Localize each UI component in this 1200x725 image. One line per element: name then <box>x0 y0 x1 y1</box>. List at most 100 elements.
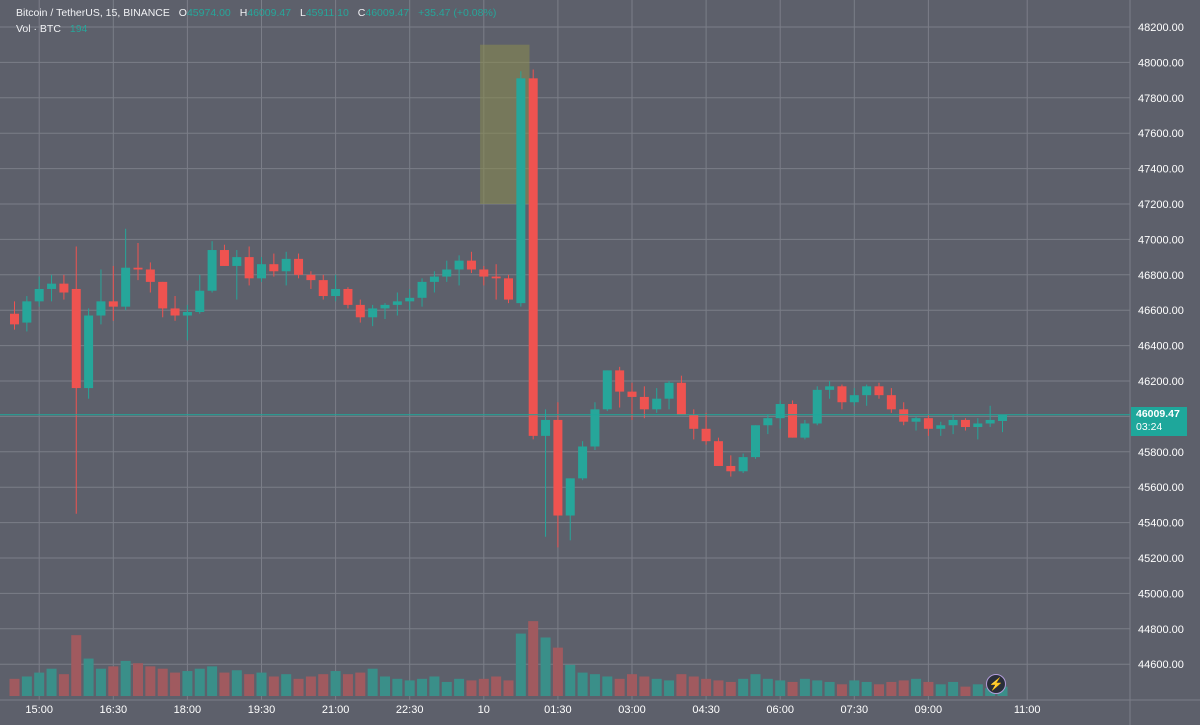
time-tick-label: 15:00 <box>25 704 53 716</box>
candle <box>812 386 822 426</box>
volume-bar <box>960 686 971 696</box>
time-tick-label: 03:00 <box>618 704 646 716</box>
candle-body <box>565 478 575 516</box>
time-tick-label: 06:00 <box>766 704 794 716</box>
candle <box>232 250 242 300</box>
volume-bar <box>219 672 230 696</box>
volume-bar <box>71 635 82 696</box>
candle <box>108 265 118 321</box>
time-tick-label: 18:00 <box>174 704 202 716</box>
candle-body <box>800 423 810 438</box>
candle-body <box>985 419 995 424</box>
volume-bar <box>244 674 255 696</box>
price-tick-label: 46600.00 <box>1138 305 1184 317</box>
volume-bar <box>836 684 847 696</box>
candle <box>800 419 810 440</box>
candle <box>454 255 464 286</box>
price-tick-label: 48200.00 <box>1138 22 1184 34</box>
candle <box>664 381 674 410</box>
candle-body <box>862 386 872 396</box>
volume-bar <box>342 674 353 696</box>
candle-body <box>504 278 513 300</box>
volume-bar <box>713 680 724 696</box>
candle-body <box>417 281 427 298</box>
candle <box>491 264 501 300</box>
candle <box>602 370 612 412</box>
candle-body <box>664 382 674 399</box>
volume-bar <box>552 647 563 696</box>
candle <box>145 262 155 293</box>
candle <box>71 246 81 514</box>
volume-bar <box>762 678 773 696</box>
time-tick-label: 10 <box>478 704 490 716</box>
candle-body <box>615 370 625 392</box>
volume-bar <box>911 678 922 696</box>
last-price-tag: 46009.47 03:24 <box>1131 407 1187 436</box>
candle-body <box>911 418 921 422</box>
price-tick-label: 45600.00 <box>1138 482 1184 494</box>
legend-low-label: L <box>300 7 306 19</box>
candle-body <box>763 418 773 426</box>
price-tick-label: 46800.00 <box>1138 270 1184 282</box>
candle <box>713 437 723 466</box>
candle <box>615 366 625 408</box>
candle-body <box>775 404 785 419</box>
candle-body <box>294 258 304 275</box>
candle-body <box>899 409 909 422</box>
volume-bar <box>651 678 662 696</box>
volume-bar <box>478 678 489 696</box>
candle-body <box>170 308 180 316</box>
candle-body <box>145 269 155 282</box>
candle-body <box>936 425 946 429</box>
volume-bar <box>429 676 440 696</box>
candle <box>133 242 143 281</box>
candle-body <box>874 386 884 396</box>
time-tick-label: 04:30 <box>692 704 720 716</box>
volume-bar <box>738 678 749 696</box>
legend-symbol[interactable]: Bitcoin / TetherUS, 15, BINANCE <box>16 7 170 19</box>
candle-body <box>689 414 699 429</box>
legend-volume-label[interactable]: Vol · BTC <box>16 23 61 35</box>
volume-bar <box>355 672 366 696</box>
candle-body <box>257 264 266 279</box>
candle-body <box>71 288 81 389</box>
volume-bar <box>380 676 390 696</box>
candle <box>948 414 958 435</box>
candle <box>343 287 353 309</box>
candle-body <box>343 288 353 305</box>
price-tick-label: 44600.00 <box>1138 659 1184 671</box>
candle-body <box>825 386 835 390</box>
candle-body <box>849 395 859 403</box>
candle <box>170 296 180 321</box>
candle <box>627 382 637 420</box>
price-axis[interactable]: 48200.00 48000.00 47800.00 47600.00 47400.00… <box>1138 22 1184 671</box>
legend-open-value: 45974.00 <box>186 7 231 19</box>
candle-body <box>392 301 402 305</box>
price-tick-label: 45000.00 <box>1138 588 1184 600</box>
lightning-icon[interactable]: ⚡ <box>986 674 1006 694</box>
candle-body <box>96 301 106 316</box>
candle-body <box>516 78 526 304</box>
time-tick-label: 07:30 <box>841 704 869 716</box>
volume-bar <box>108 666 119 696</box>
candle <box>923 414 933 436</box>
volume-bar <box>256 672 267 696</box>
volume-bar <box>923 681 934 696</box>
candle-body <box>701 428 711 442</box>
price-tick-label: 45200.00 <box>1138 553 1184 565</box>
candle-body <box>269 264 279 272</box>
volume-bar <box>565 664 576 696</box>
volume-bar <box>231 670 242 696</box>
candle <box>294 253 304 279</box>
candle <box>849 388 859 406</box>
time-axis[interactable]: 15:00 16:30 18:00 19:30 21:00 22:30 10 01:30 03:… <box>25 704 1040 716</box>
candle-body <box>602 370 612 410</box>
candle <box>269 253 279 277</box>
candle <box>47 274 57 302</box>
candle <box>751 425 760 459</box>
candle <box>22 296 32 332</box>
volume-bar <box>441 681 452 696</box>
candle-body <box>491 276 501 279</box>
candle-body <box>355 304 365 318</box>
